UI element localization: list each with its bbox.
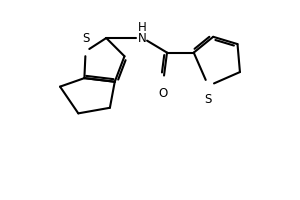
Text: S: S: [205, 93, 212, 106]
Text: H: H: [138, 21, 147, 34]
Text: O: O: [159, 87, 168, 100]
Text: N: N: [138, 32, 147, 45]
Text: S: S: [82, 32, 89, 45]
